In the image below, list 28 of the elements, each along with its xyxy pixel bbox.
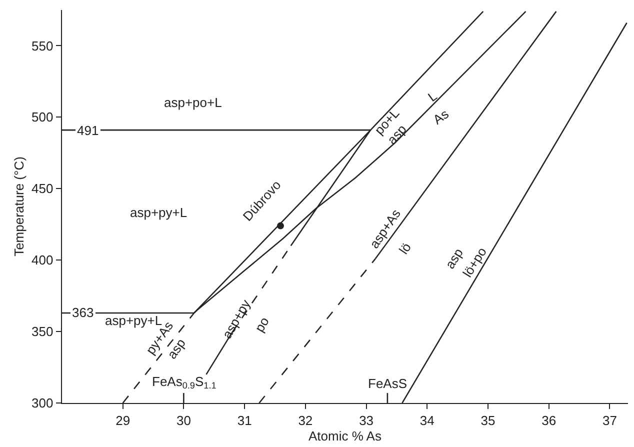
annotation: FeAsS — [368, 376, 408, 391]
annotation: asp — [442, 246, 466, 272]
x-tick-label: 30 — [176, 412, 191, 428]
annotation: po — [252, 314, 272, 335]
annotation: L — [425, 88, 440, 105]
x-tick-label: 37 — [602, 412, 617, 428]
annotation: 363 — [72, 305, 94, 320]
x-tick-label: 34 — [420, 412, 434, 428]
y-tick-label: 450 — [32, 181, 54, 196]
x-tick-label: 29 — [116, 412, 130, 428]
y-tick-label: 350 — [32, 324, 54, 340]
annotation: asp+po+L — [164, 95, 222, 110]
y-tick-label: 400 — [32, 252, 54, 268]
annotation: lö — [396, 240, 414, 257]
x-axis-title: Atomic % As — [308, 428, 382, 444]
x-tick-label: 32 — [298, 412, 313, 428]
annotation: asp+py+L — [130, 205, 188, 220]
x-tick-label: 33 — [359, 412, 374, 428]
y-axis-title: Temperature (°C) — [11, 156, 26, 256]
annotation: 491 — [77, 123, 99, 138]
y-tick-label: 300 — [32, 396, 54, 411]
annotation: As — [430, 106, 452, 128]
y-tick-label: 550 — [32, 38, 54, 54]
x-tick-label: 35 — [480, 412, 496, 428]
y-tick-label: 500 — [32, 110, 54, 125]
x-tick-label: 31 — [237, 412, 252, 428]
annotation: FeAs$_{0.9}$S$_{1.1}$ — [152, 374, 216, 391]
x-tick-label: 36 — [542, 412, 556, 428]
